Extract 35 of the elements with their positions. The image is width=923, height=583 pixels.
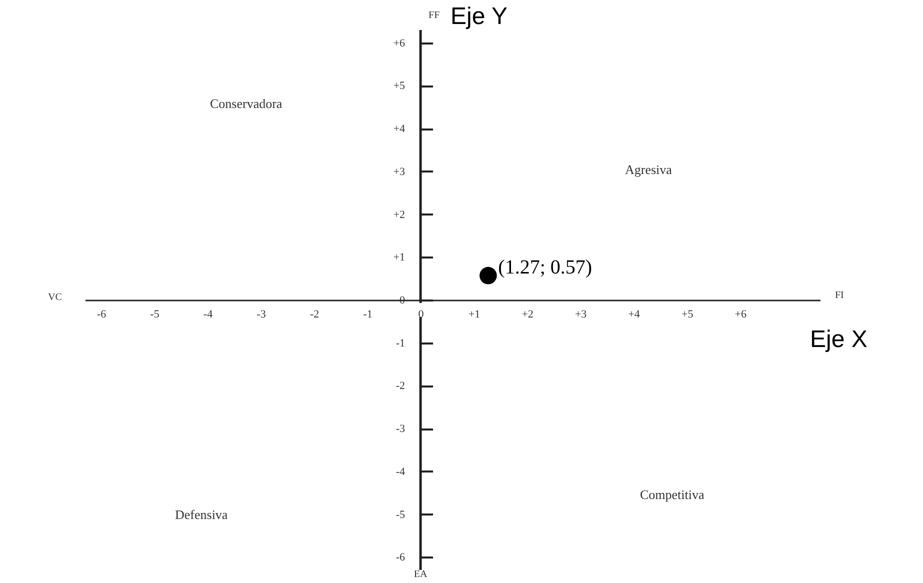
y-tick-label: +2 xyxy=(393,208,406,221)
y-tick-label: -3 xyxy=(396,423,406,436)
text: VC xyxy=(48,292,62,303)
x-tick-label: -1 xyxy=(363,308,372,320)
x-tick-label: +1 xyxy=(468,308,480,320)
y-tick-label: +6 xyxy=(393,37,406,50)
y-tick-label: -6 xyxy=(396,552,406,564)
data-label: (1.27; 0.57) xyxy=(498,256,592,279)
x-tick-label: -6 xyxy=(96,308,107,320)
text: FI xyxy=(835,290,844,301)
annotation: Conservadora xyxy=(210,96,282,111)
y-tick-label: +5 xyxy=(393,80,406,92)
y-tick-label: -2 xyxy=(396,380,406,392)
x-tick-label: -4 xyxy=(203,308,214,320)
x-tick-label: -2 xyxy=(310,308,320,320)
x-axis-title: Eje X xyxy=(810,326,868,353)
annotation: Competitiva xyxy=(640,487,704,502)
x-tick-label: +4 xyxy=(628,308,640,320)
annotation: EA xyxy=(414,569,428,580)
y-tick-label: +4 xyxy=(393,123,406,136)
y-tick-label: -1 xyxy=(396,337,406,350)
annotation: Agresiva xyxy=(625,162,672,177)
x-tick-label: -3 xyxy=(256,308,266,320)
x-tick-label: +6 xyxy=(734,308,747,320)
x-tick-label: +5 xyxy=(681,308,694,320)
text: FF xyxy=(428,10,440,21)
y-axis-title: Eje Y xyxy=(450,3,508,30)
x-tick-label: +2 xyxy=(522,308,534,320)
y-tick-label: +3 xyxy=(393,166,406,178)
y-tick-label: -5 xyxy=(396,508,406,521)
x-tick-label: +3 xyxy=(574,308,588,320)
x-tick-label: -5 xyxy=(150,308,160,320)
y-tick-label: -4 xyxy=(396,466,406,478)
annotation: Defensiva xyxy=(175,507,228,522)
y-tick-label: +1 xyxy=(393,252,406,264)
